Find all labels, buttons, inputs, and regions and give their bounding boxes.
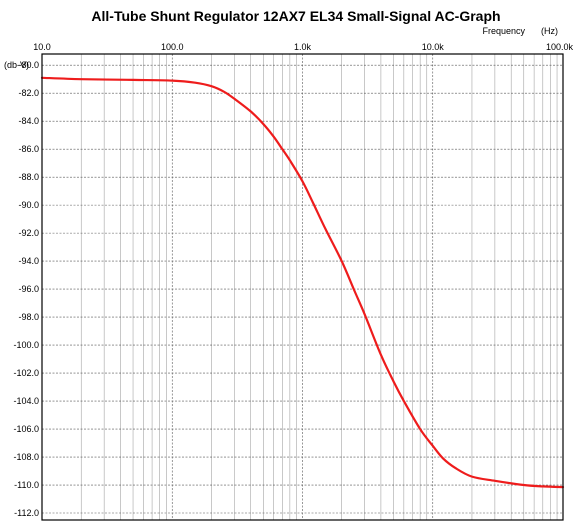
plot-frame	[41, 53, 564, 521]
y-tick-label: -90.0	[18, 200, 39, 210]
y-tick-label: -84.0	[18, 116, 39, 126]
y-tick-label: -100.0	[13, 340, 39, 350]
x-tick-label: 1.0k	[294, 42, 312, 52]
x-tick-label: 100.0	[161, 42, 184, 52]
x-axis-label: Frequency	[482, 26, 525, 36]
grid	[41, 54, 564, 520]
y-tick-label: -98.0	[18, 312, 39, 322]
y-tick-label: -80.0	[18, 60, 39, 70]
y-tick-label: -108.0	[13, 452, 39, 462]
series-line	[40, 76, 565, 489]
x-tick-labels: 10.0 100.0 1.0k 10.0k 100.0k	[33, 42, 573, 52]
y-tick-label: -82.0	[18, 88, 39, 98]
y-tick-label: -86.0	[18, 144, 39, 154]
y-tick-label: -88.0	[18, 172, 39, 182]
y-axis-label: (db-V)	[4, 60, 29, 70]
x-tick-label: 100.0k	[546, 42, 574, 52]
x-tick-label: 10.0k	[422, 42, 445, 52]
y-tick-label: -110.0	[14, 480, 39, 490]
y-tick-label: -92.0	[18, 228, 39, 238]
y-tick-label: -106.0	[13, 424, 39, 434]
y-tick-label: -112.0	[14, 508, 39, 518]
chart-title: All-Tube Shunt Regulator 12AX7 EL34 Smal…	[91, 8, 500, 24]
y-tick-label: -94.0	[18, 256, 39, 266]
y-tick-labels: -80.0 -82.0 -84.0 -86.0 -88.0 -90.0 -92.0 -94.0…	[13, 60, 39, 518]
series-group	[40, 76, 565, 489]
x-tick-label: 10.0	[33, 42, 51, 52]
y-tick-label: -96.0	[18, 284, 39, 294]
y-tick-label: -102.0	[13, 368, 39, 378]
x-axis-unit: (Hz)	[541, 26, 558, 36]
y-tick-label: -104.0	[13, 396, 39, 406]
